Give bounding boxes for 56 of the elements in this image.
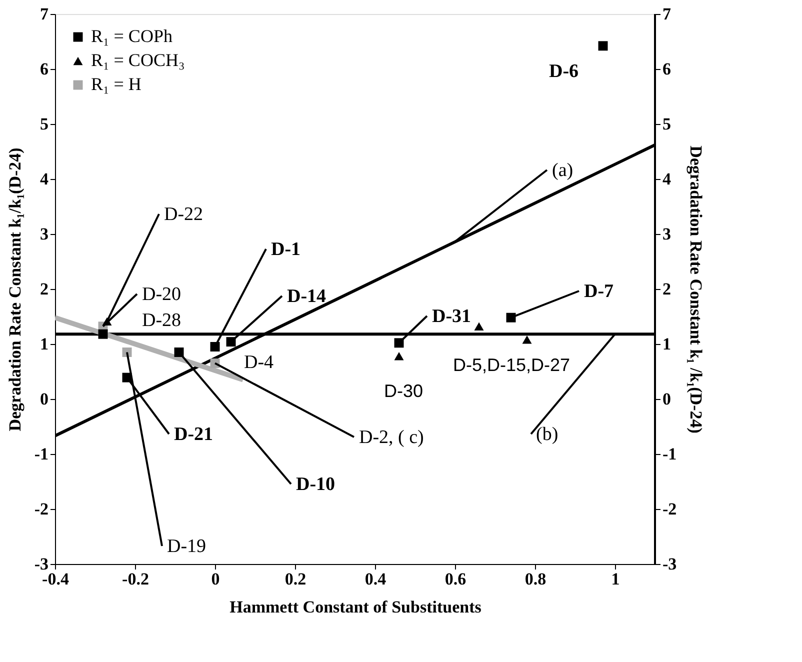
legend-label: R₁ = COCH₃ [91,50,185,70]
y2-tick-label: -2 [662,500,677,518]
annotation: D-19 [167,536,206,557]
point [98,329,108,339]
x-tick-label: 0.2 [284,570,306,588]
annotation: D-30 [384,381,424,401]
x-tick-label: 1 [611,570,620,588]
y2-tick-label: -3 [662,554,677,574]
point [474,322,484,331]
annotation: D-5,D-15,D-27 [453,355,570,375]
y-tick-label: 4 [40,170,49,188]
y-tick-label: -1 [34,444,48,464]
y-tick-label: 7 [40,4,49,24]
legend-label: R₁ = COPh [91,26,172,46]
y-tick-label: 5 [40,114,48,134]
point [522,335,532,344]
y2-tick-label: -1 [662,444,677,464]
annotation: D-1 [271,239,301,260]
x-tick-label: -0.2 [122,570,149,588]
x-tick-label: 0 [211,570,220,588]
annotation: D-10 [296,474,336,495]
y2-tick-label: 4 [662,170,672,188]
annotation: D-7 [584,281,614,302]
x-tick-label: 0.6 [444,570,466,588]
annotation: D-14 [287,286,327,307]
point [394,352,404,360]
y2-axis-title: Degradation Rate Constant k₁ /k₁(D-24) [686,146,706,434]
annotation: D-21 [174,424,214,445]
annotation: D-22 [164,204,204,225]
y-tick-label: 0 [40,390,48,408]
x-tick-label: 0.4 [364,570,387,588]
y-tick-label: -2 [34,500,48,518]
y2-tick-label: 2 [662,280,671,298]
annotation: (b) [536,424,558,445]
annotation: D-20 [142,284,182,305]
point [598,41,608,51]
y2-tick-label: 7 [662,4,672,24]
y-tick-label: 1 [40,334,48,354]
annotation: D-2, ( c) [359,427,424,448]
y2-tick-label: 0 [662,390,671,408]
y-tick-label: 6 [40,60,48,78]
y-tick-label: 3 [40,224,48,244]
annotation: D-28 [142,310,182,331]
annotation: D-31 [432,306,472,327]
y2-tick-label: 1 [662,334,671,354]
x-tick-label: 0.8 [524,570,546,588]
y-tick-label: 2 [40,280,48,298]
y2-tick-label: 3 [662,224,671,244]
legend-label: R₁ = H [91,74,142,94]
annotation: D-6 [549,61,579,82]
x-axis-title: Hammett Constant of Substituents [230,598,482,616]
y2-tick-label: 6 [662,60,671,78]
y-axis-title: Degradation Rate Constant k₁/k₁(D-24) [5,148,24,432]
annotation: (a) [552,160,574,181]
annotation: D-4 [244,352,274,373]
y2-tick-label: 5 [662,114,671,134]
